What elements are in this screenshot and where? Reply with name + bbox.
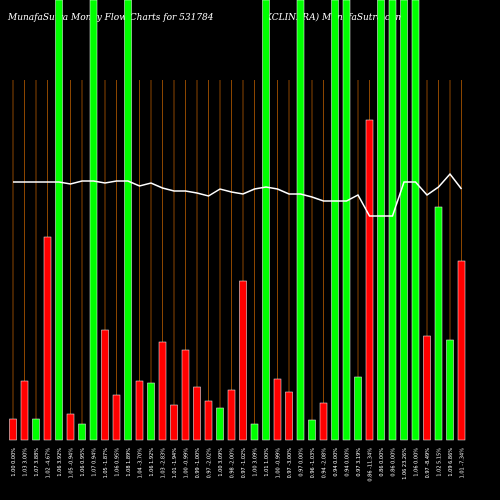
x-tick-label: 0.97 -3.00% [287, 448, 293, 479]
x-tick-label: 1.01 -7.34% [460, 448, 466, 479]
x-tick-label: 1.00 -0.99% [184, 448, 190, 479]
x-tick-label: 1.00 3.09% [253, 448, 259, 477]
x-tick-label: 0.94 0.00% [333, 448, 339, 477]
x-tick-label: 1.00 0.00% [11, 448, 17, 477]
bar [216, 407, 224, 441]
bar [239, 280, 247, 441]
x-tick-label: 1.00 3.09% [218, 448, 224, 477]
x-tick-label: 1.03 3.00% [23, 448, 29, 477]
bar [365, 119, 374, 441]
x-tick-label: 0.86 0.00% [391, 448, 397, 477]
bar [250, 423, 259, 441]
bar [331, 0, 339, 441]
x-tick-label: 0.97 -1.02% [241, 448, 247, 479]
x-tick-label: 1.05 -1.87% [103, 448, 109, 479]
bar [204, 400, 213, 441]
chart-title: MunafaSutra Money Flow Charts for 531784 [7, 13, 214, 23]
x-tick-label: 1.02 5.15% [437, 448, 443, 477]
bar [400, 0, 408, 441]
x-tick-label: 1.09 6.86% [448, 448, 454, 477]
bar [423, 335, 431, 441]
bar [66, 413, 75, 441]
x-tick-label: 1.06 0.95% [115, 448, 121, 477]
x-tick-label: 0.99 -1.00% [195, 448, 201, 479]
x-tick-label: 1.01 1.00% [264, 448, 270, 477]
bar [170, 404, 178, 441]
bar [9, 418, 17, 441]
x-tick-label: 0.86 0.00% [379, 448, 385, 477]
bar [112, 394, 121, 441]
x-tick-label: 1.06 0.00% [414, 448, 420, 477]
x-tick-label: 0.94 -2.08% [322, 448, 328, 479]
bar [158, 341, 167, 441]
bar [354, 376, 362, 441]
bar [377, 0, 385, 441]
x-tick-label: 1.06 1.92% [149, 448, 155, 477]
bar [78, 423, 86, 441]
flow-line [13, 172, 463, 217]
bar [319, 402, 328, 441]
bar [388, 0, 397, 441]
bar [20, 380, 29, 441]
x-tick-label: 0.97 -2.02% [207, 448, 213, 479]
bar [101, 329, 109, 441]
bar [262, 0, 270, 441]
x-tick-label: 1.05 -0.94% [69, 448, 75, 479]
x-tick-label: 0.94 0.00% [345, 448, 351, 477]
bar [32, 418, 40, 441]
bar [124, 0, 132, 441]
x-tick-label: 0.97 -8.49% [425, 448, 431, 479]
bar [89, 0, 98, 441]
x-tick-label: 1.04 -3.70% [138, 448, 144, 479]
bar [135, 380, 144, 441]
bar [273, 378, 282, 441]
x-tick-label: 1.00 -0.99% [276, 448, 282, 479]
bar [285, 391, 293, 441]
x-tick-label: 0.96 -1.03% [310, 448, 316, 479]
bar [55, 0, 63, 441]
bar [43, 236, 52, 441]
x-tick-label: 1.06 3.92% [57, 448, 63, 477]
bar [227, 389, 236, 441]
x-tick-label: 1.07 3.88% [34, 448, 40, 477]
bar [342, 0, 351, 441]
x-tick-label: 0.97 3.19% [356, 448, 362, 477]
x-tick-label: 1.08 1.89% [126, 448, 132, 477]
bar [181, 349, 190, 441]
x-tick-label: 1.01 -1.94% [172, 448, 178, 479]
bar [308, 419, 316, 441]
x-tick-label: 1.06 0.95% [80, 448, 86, 477]
x-tick-label: 1.07 0.94% [92, 448, 98, 477]
bar [457, 260, 466, 441]
bar [147, 382, 155, 441]
bar [446, 339, 454, 441]
x-tick-label: 0.86 -11.34% [368, 448, 374, 482]
x-tick-label: 1.06 23.26% [402, 448, 408, 480]
bar [193, 386, 201, 441]
x-tick-label: 1.02 -4.67% [46, 448, 52, 479]
x-tick-label: 0.98 -2.00% [230, 448, 236, 479]
bar [296, 0, 305, 441]
bar [434, 206, 443, 441]
x-tick-label: 1.03 -2.83% [161, 448, 167, 479]
x-tick-label: 0.97 0.00% [299, 448, 305, 477]
bar [411, 0, 420, 441]
